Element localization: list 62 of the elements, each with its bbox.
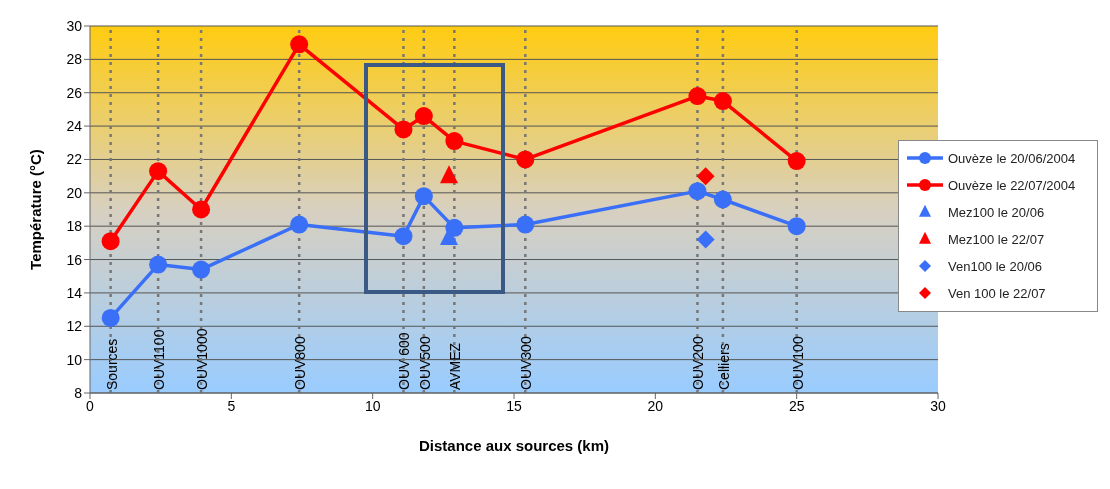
legend-label: Ouvèze le 22/07/2004 xyxy=(948,177,1076,193)
y-tick-label: 18 xyxy=(66,218,83,235)
ref-line-label: Celliers xyxy=(715,343,732,390)
y-tick-label: 14 xyxy=(66,284,83,301)
point xyxy=(290,215,309,234)
point xyxy=(414,107,433,126)
x-tick-label: 0 xyxy=(86,397,95,414)
y-axis-title: Température (°C) xyxy=(27,149,45,270)
x-tick-label: 25 xyxy=(788,397,805,414)
y-tick-label: 20 xyxy=(66,184,83,201)
ref-line-label: OUV 600 xyxy=(396,332,413,390)
point xyxy=(290,35,309,54)
point xyxy=(192,260,211,279)
ref-line-label: OUV300 xyxy=(518,336,535,390)
point xyxy=(787,217,806,236)
point xyxy=(688,182,707,201)
ref-line-label: AVMEZ xyxy=(447,342,464,390)
point xyxy=(414,187,433,206)
point xyxy=(439,165,458,184)
ref-line-label: OUV1000 xyxy=(194,328,211,390)
y-tick-label: 24 xyxy=(66,118,83,135)
x-tick-label: 5 xyxy=(227,397,236,414)
point xyxy=(192,200,211,219)
x-tick-label: 10 xyxy=(364,397,381,414)
y-tick-label: 8 xyxy=(74,384,83,401)
y-tick-label: 12 xyxy=(66,318,83,335)
point xyxy=(688,87,707,106)
y-tick-label: 10 xyxy=(66,351,83,368)
y-tick-label: 16 xyxy=(66,251,83,268)
point xyxy=(394,227,413,246)
legend-label: Ven100 le 20/06 xyxy=(948,258,1042,274)
point xyxy=(445,132,464,151)
x-tick-label: 15 xyxy=(506,397,522,414)
legend-label: Ven 100 le 22/07 xyxy=(948,285,1046,301)
ref-line-label: OUV100 xyxy=(789,336,806,390)
point xyxy=(101,232,120,251)
y-tick-label: 26 xyxy=(66,84,83,101)
ref-line-label: OUV800 xyxy=(292,336,309,390)
ref-line-label: OUV500 xyxy=(416,336,433,390)
ref-line-label: OUV200 xyxy=(690,336,707,390)
x-tick-label: 30 xyxy=(930,397,946,414)
ref-line-label: OUV1100 xyxy=(151,329,168,390)
point xyxy=(696,167,715,186)
y-tick-label: 30 xyxy=(66,17,83,34)
point xyxy=(696,230,715,249)
x-tick-label: 20 xyxy=(647,397,664,414)
point xyxy=(394,120,413,139)
y-tick-label: 22 xyxy=(66,151,83,168)
point xyxy=(516,150,535,169)
y-tick-label: 28 xyxy=(66,51,83,68)
point xyxy=(713,92,732,111)
point xyxy=(516,215,535,234)
legend-label: Ouvèze le 20/06/2004 xyxy=(948,150,1076,166)
point xyxy=(713,190,732,209)
point xyxy=(149,162,168,181)
x-axis-title: Distance aux sources (km) xyxy=(418,437,610,454)
point xyxy=(101,308,120,327)
point xyxy=(787,152,806,171)
point xyxy=(149,255,168,274)
ref-line-label: Sources xyxy=(103,338,120,390)
legend-label: Mez100 le 22/07 xyxy=(948,231,1045,247)
legend-label: Mez100 le 20/06 xyxy=(948,204,1045,220)
